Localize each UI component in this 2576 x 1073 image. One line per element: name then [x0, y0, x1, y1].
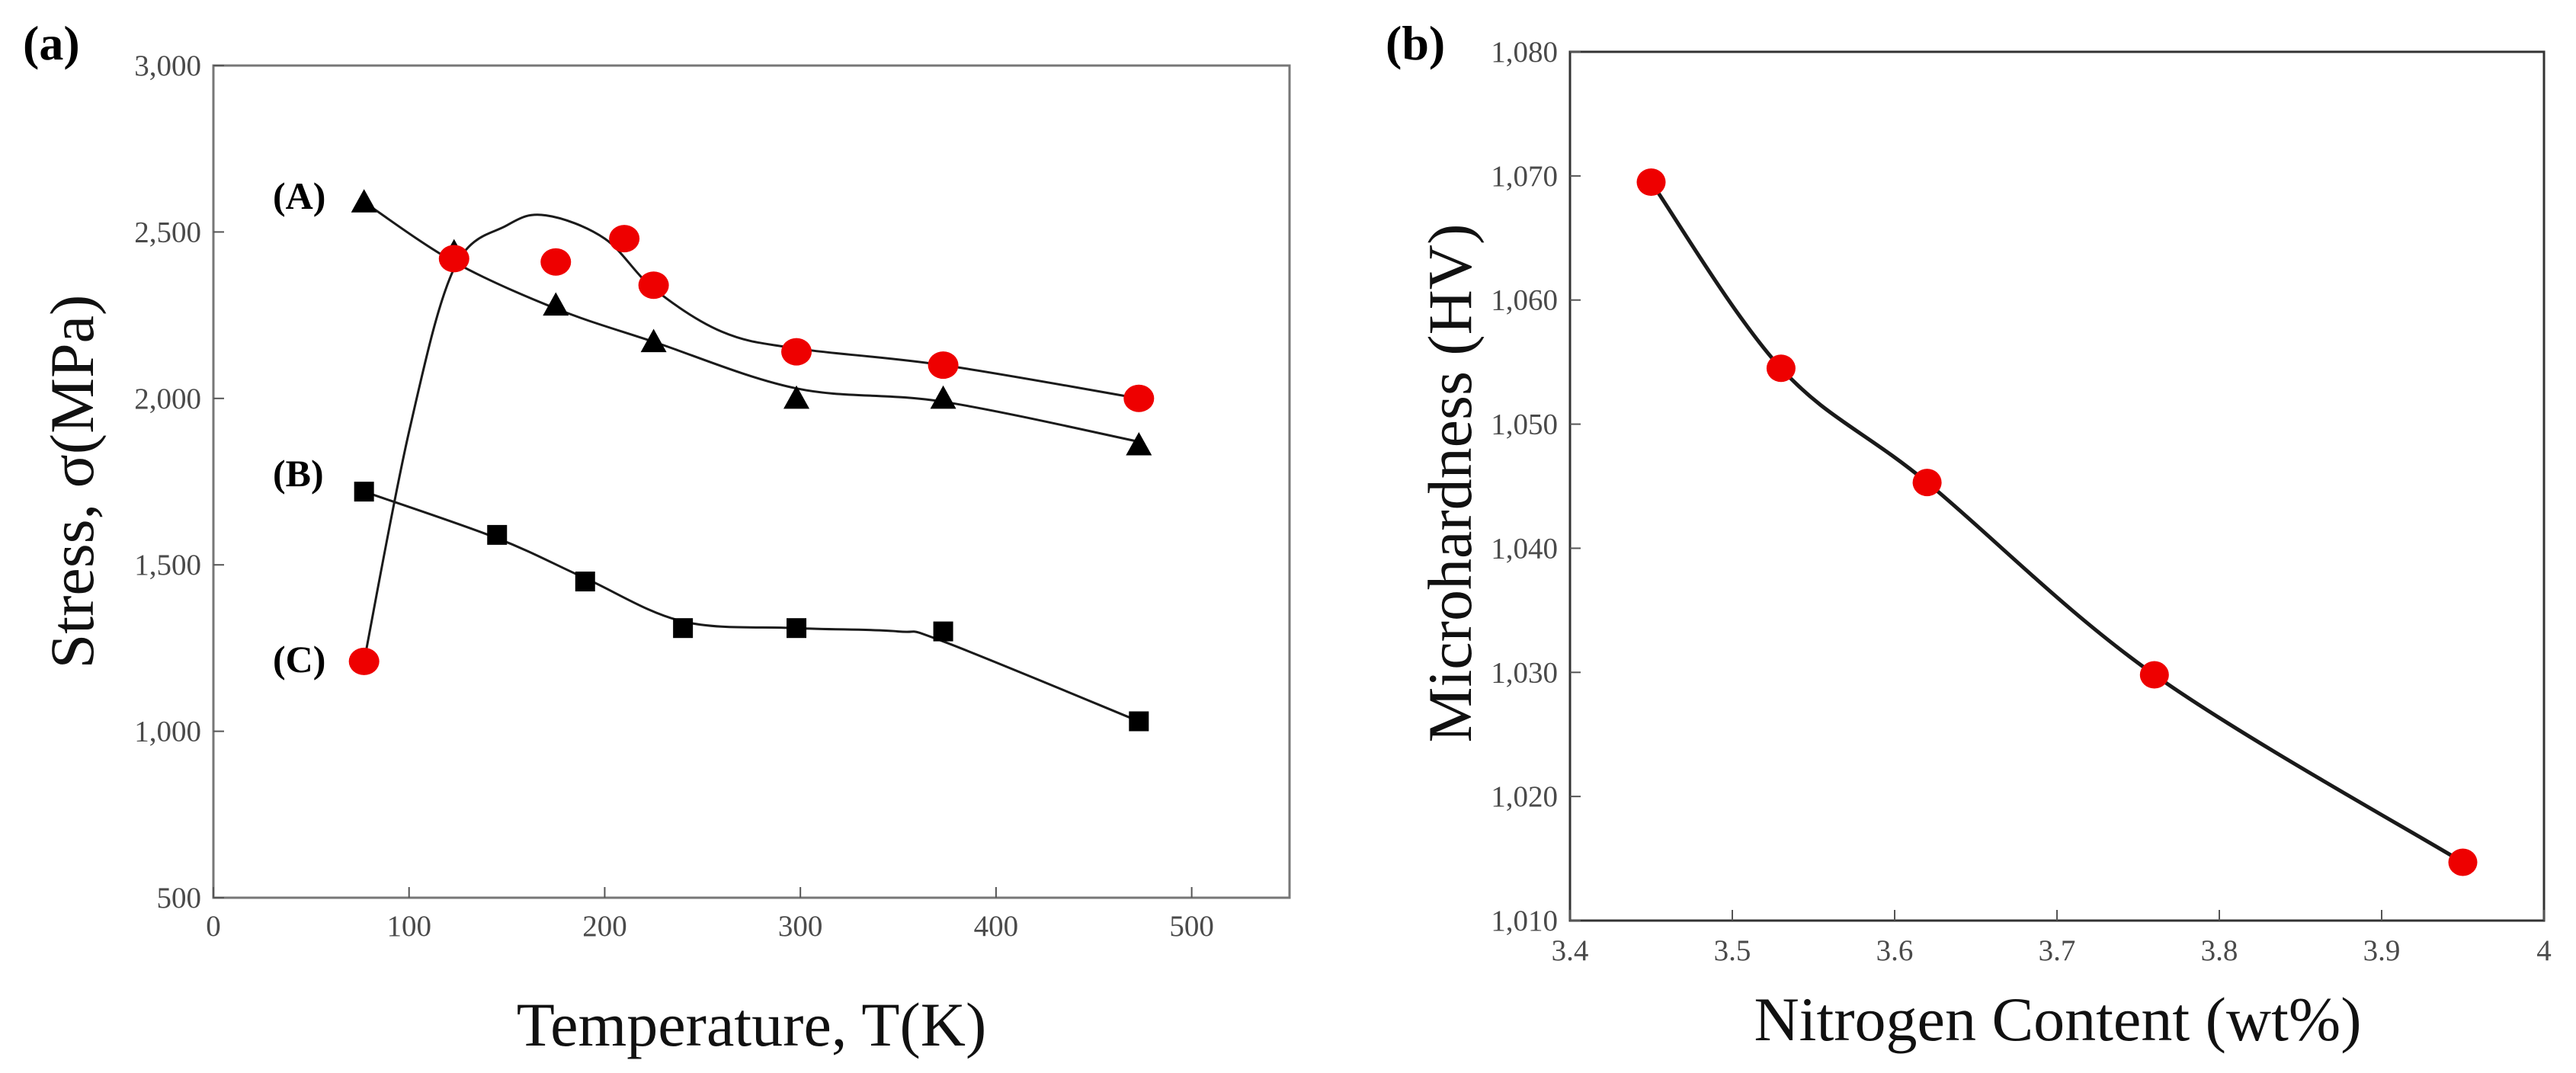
a-y-tick-label: 2,500 [134, 216, 201, 248]
a-series-1-point [354, 482, 374, 502]
a-series-0-point [543, 292, 569, 316]
a-x-tick-label: 300 [778, 910, 823, 943]
panel-b-label: (b) [1386, 16, 1445, 70]
panel-b-markers [1636, 168, 2478, 876]
a-series-0-point [640, 328, 667, 353]
series-label-b: (B) [273, 452, 324, 495]
b-y-tick-label: 1,040 [1491, 532, 1558, 565]
panel-b-y-ticks: 1,010 1,020 1,030 1,040 1,050 1,060 1,070 1,080 [1491, 36, 1581, 937]
a-series-0-point [783, 385, 810, 409]
b-series-0-point [1912, 469, 1942, 497]
b-y-tick-label: 1,050 [1491, 408, 1558, 441]
a-series-1-point [933, 621, 953, 642]
series-label-c: (C) [273, 638, 325, 681]
b-y-tick-label: 1,060 [1491, 284, 1558, 317]
panel-b-y-axis-title: Microhardness (HV) [1415, 224, 1485, 743]
a-y-tick-label: 500 [157, 882, 202, 914]
series-label-a: (A) [273, 175, 325, 217]
a-y-tick-label: 1,000 [134, 716, 201, 748]
panel-a-x-ticks: 0 100 200 300 400 500 [206, 887, 1214, 943]
panel-a-plot-frame [212, 64, 1291, 899]
b-y-tick-label: 1,030 [1491, 656, 1558, 689]
panel-b-x-axis-title: Nitrogen Content (wt%) [1754, 985, 2361, 1054]
b-x-tick-label: 3.9 [2363, 934, 2401, 967]
a-series-1-point [487, 524, 508, 545]
panel-a-markers [348, 189, 1155, 732]
b-x-tick-label: 3.6 [1876, 934, 1914, 967]
b-y-tick-label: 1,020 [1491, 780, 1558, 813]
a-x-tick-label: 500 [1169, 910, 1214, 943]
a-series-1-point [1129, 711, 1149, 732]
b-series-0-point [2139, 661, 2169, 689]
panel-a-y-axis-title: Stress, σ(MPa) [37, 295, 107, 669]
b-y-tick-label: 1,080 [1491, 36, 1558, 69]
a-series-2-curve [363, 213, 1140, 663]
b-x-tick-label: 4 [2536, 934, 2552, 967]
a-series-2-point [928, 351, 959, 380]
a-y-tick-label: 3,000 [134, 50, 201, 82]
b-series-0-point [1766, 354, 1796, 383]
panel-a-y-ticks: 500 1,000 1,500 2,000 2,500 3,000 [134, 50, 224, 914]
a-y-tick-label: 1,500 [134, 549, 201, 581]
a-series-2-point [1123, 384, 1155, 412]
panel-a-label: (a) [23, 16, 80, 70]
a-series-1-curve [363, 490, 1140, 722]
panel-a: (a) 0 100 200 300 400 500 500 1,000 1,500 2,000 2… [23, 16, 1291, 1059]
panel-b-x-ticks: 3.4 3.5 3.6 3.7 3.8 3.9 4 [1552, 910, 2552, 967]
b-series-0-point [1636, 168, 1666, 196]
a-series-1-point [575, 572, 595, 592]
b-series-0-curve [1649, 180, 2465, 864]
panel-a-curves [363, 200, 1140, 722]
a-x-tick-label: 400 [974, 910, 1019, 943]
b-x-tick-label: 3.4 [1552, 934, 1589, 967]
a-series-1-point [673, 618, 694, 639]
a-series-0-point [351, 189, 377, 213]
b-y-tick-label: 1,070 [1491, 160, 1558, 193]
a-series-2-point [540, 248, 572, 276]
a-series-0-point [1126, 431, 1152, 456]
b-series-0-point [2448, 848, 2478, 876]
a-series-2-point [438, 245, 469, 273]
b-x-tick-label: 3.8 [2201, 934, 2238, 967]
panel-b: (b) 3.4 3.5 3.6 3.7 3.8 3.9 4 1,0101,0201,0301… [1386, 16, 2552, 1054]
a-series-2-point [348, 647, 380, 675]
a-x-tick-label: 200 [582, 910, 627, 943]
panel-b-curves [1649, 180, 2465, 864]
a-y-tick-label: 2,000 [134, 383, 201, 415]
panel-b-plot-frame [1568, 50, 2546, 922]
a-x-tick-label: 100 [386, 910, 431, 943]
b-y-tick-label: 1,010 [1491, 905, 1558, 937]
a-series-2-point [781, 338, 812, 366]
b-x-tick-label: 3.7 [2039, 934, 2076, 967]
panel-a-x-axis-title: Temperature, T(K) [517, 990, 987, 1059]
a-series-0-point [930, 385, 956, 409]
a-series-1-point [787, 618, 807, 639]
a-x-tick-label: 0 [206, 910, 221, 943]
a-series-2-point [638, 271, 669, 299]
a-series-2-point [609, 225, 640, 253]
b-x-tick-label: 3.5 [1714, 934, 1751, 967]
